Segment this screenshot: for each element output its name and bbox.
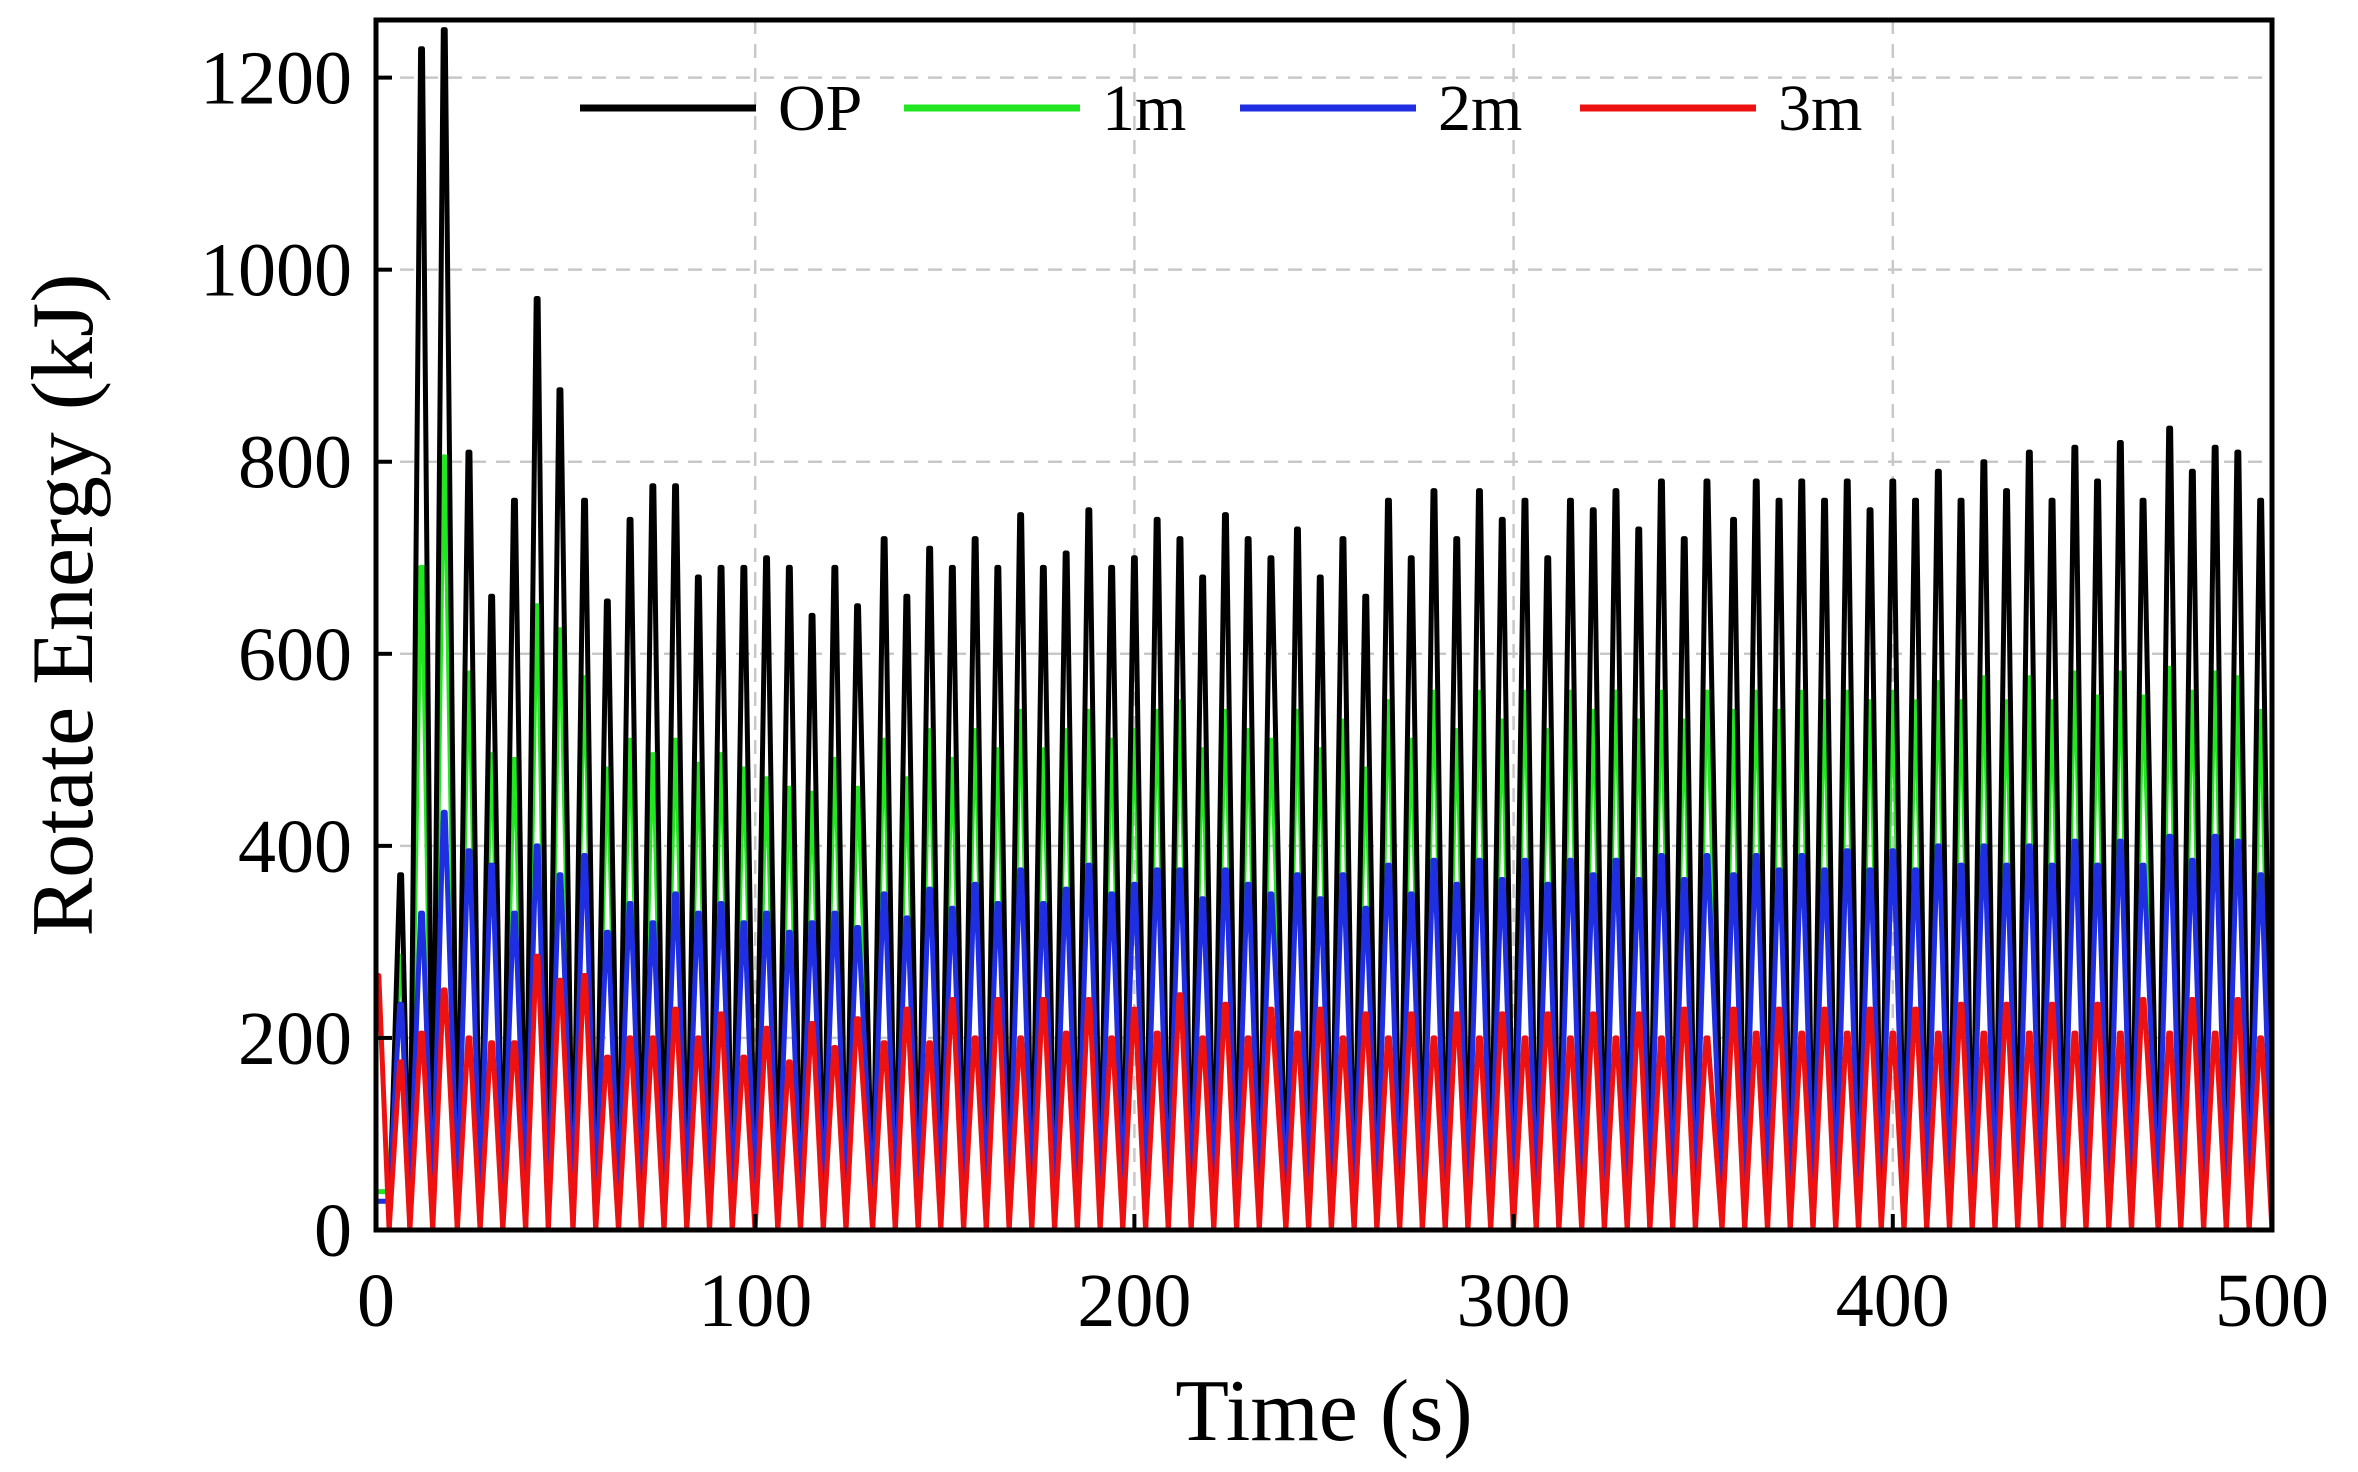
y-tick-label-1200: 1200 [200, 37, 352, 121]
x-tick-label-400: 400 [1836, 1259, 1950, 1343]
x-tick-label-100: 100 [698, 1259, 812, 1343]
y-axis-title: Rotate Energy (kJ) [15, 273, 112, 936]
y-tick-label-0: 0 [314, 1189, 352, 1273]
series-line-2m [376, 809, 2275, 1204]
y-tick-label-400: 400 [238, 805, 352, 889]
series-line-3m [374, 953, 2275, 1233]
series-line-OP [376, 27, 2275, 1233]
y-tick-label-600: 600 [238, 613, 352, 697]
legend-label-2m: 2m [1438, 72, 1522, 145]
legend-label-OP: OP [778, 72, 862, 145]
x-tick-label-200: 200 [1077, 1259, 1191, 1343]
y-tick-label-800: 800 [238, 421, 352, 505]
y-tick-label-200: 200 [238, 997, 352, 1081]
series-layer [374, 27, 2275, 1233]
legend-label-3m: 3m [1778, 72, 1862, 145]
legend-label-1m: 1m [1102, 72, 1186, 145]
x-axis-title: Time (s) [1175, 1363, 1472, 1460]
plot-frame [373, 17, 2275, 1233]
axis-ticks: 0 100 200 300 400 500 0 200 400 600 800 1000 1200 [200, 37, 2329, 1343]
x-tick-label-500: 500 [2215, 1259, 2329, 1343]
y-tick-label-1000: 1000 [200, 229, 352, 313]
legend: OP 1m 2m 3m [580, 72, 1862, 145]
x-tick-label-0: 0 [357, 1259, 395, 1343]
x-tick-label-300: 300 [1457, 1259, 1571, 1343]
